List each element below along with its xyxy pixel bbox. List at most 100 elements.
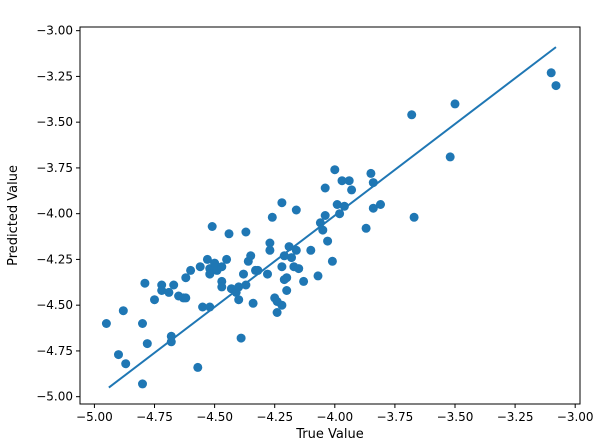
data-point [248, 298, 258, 308]
data-point [344, 176, 354, 186]
data-point [150, 295, 159, 305]
x-axis-label: True Value [295, 427, 363, 442]
data-point [320, 183, 330, 193]
data-point [445, 152, 455, 162]
y-axis-label: Predicted Value [6, 165, 21, 266]
data-point [195, 262, 205, 272]
data-point [236, 333, 246, 343]
data-point [376, 200, 385, 209]
data-point [239, 269, 248, 279]
data-point [210, 258, 220, 268]
y-tick-label: −4.00 [36, 207, 73, 221]
data-point [368, 203, 378, 213]
data-point [138, 379, 147, 389]
x-tick-label: −4.00 [316, 410, 353, 424]
y-tick-label: −4.75 [36, 344, 73, 358]
data-point [291, 205, 301, 215]
data-point [366, 168, 376, 178]
data-point [222, 254, 232, 264]
x-tick-label: −3.75 [377, 410, 414, 424]
y-tick-label: −4.50 [36, 298, 73, 312]
data-point [282, 286, 292, 295]
data-point [142, 339, 152, 349]
data-point [202, 254, 212, 264]
x-tick-label: −4.25 [256, 410, 293, 424]
data-point [207, 222, 217, 231]
data-point [313, 271, 323, 281]
data-point [335, 209, 345, 219]
fit-line-group [108, 46, 557, 389]
data-point [339, 201, 349, 211]
x-tick-label: −5.00 [76, 410, 113, 424]
data-point [277, 198, 287, 208]
x-tick-label: −3.25 [497, 410, 534, 424]
data-point [291, 245, 301, 255]
data-point [330, 165, 340, 175]
data-point [205, 269, 215, 279]
data-point [294, 264, 304, 274]
data-point [279, 251, 289, 261]
data-point [121, 359, 131, 369]
data-point [241, 227, 251, 237]
data-point [198, 302, 208, 312]
data-point [282, 273, 292, 283]
data-point [193, 362, 203, 372]
data-point [169, 280, 179, 290]
data-point [181, 273, 191, 283]
x-tick-label: −4.50 [196, 410, 233, 424]
y-tick-label: −3.50 [36, 115, 73, 129]
data-point [546, 68, 556, 78]
data-point [186, 265, 196, 275]
data-point [265, 245, 275, 255]
x-tick-label: −3.50 [437, 410, 474, 424]
data-point [287, 253, 296, 263]
data-point [263, 269, 272, 279]
data-point [272, 308, 282, 317]
y-tick-label: −5.00 [36, 390, 73, 404]
y-tick-label: −4.25 [36, 252, 73, 266]
data-point [224, 229, 234, 239]
data-point [409, 212, 419, 222]
x-tick-label: −3.00 [557, 410, 594, 424]
x-axis-ticks: −5.00 −4.75 −4.50 −4.25 −4.00 −3.75 −3.50 −3.25… [76, 404, 594, 424]
data-point [267, 212, 277, 222]
data-point [164, 287, 174, 297]
data-point [265, 238, 275, 248]
y-tick-label: −3.25 [36, 69, 73, 83]
data-point [138, 319, 147, 328]
data-point [407, 110, 417, 120]
data-point [361, 223, 371, 233]
data-point [234, 295, 244, 305]
data-point [450, 99, 460, 109]
data-point [277, 300, 287, 310]
data-point [217, 262, 227, 272]
data-point [157, 286, 167, 295]
data-point [320, 211, 330, 220]
data-point [181, 293, 191, 303]
scatter-points [101, 68, 561, 389]
data-point [277, 262, 287, 272]
data-point [118, 306, 128, 316]
data-point [332, 200, 342, 209]
data-point [217, 282, 227, 292]
data-point [140, 278, 150, 288]
data-point [306, 245, 316, 255]
data-point [327, 256, 337, 266]
y-axis-ticks: −5.00 −4.75 −4.50 −4.25 −4.00 −3.75 −3.50 −3.25… [36, 24, 80, 404]
x-tick-label: −4.75 [136, 410, 173, 424]
data-point [551, 81, 561, 91]
plot-frame [79, 26, 581, 405]
data-point [347, 185, 357, 195]
data-point [101, 319, 111, 328]
data-point [318, 225, 328, 235]
data-point [323, 236, 333, 246]
y-tick-label: −3.00 [36, 24, 73, 38]
data-point [246, 251, 256, 261]
data-point [337, 176, 347, 186]
y-tick-label: −3.75 [36, 161, 73, 175]
data-point [299, 276, 309, 286]
data-point [241, 280, 251, 290]
data-point [114, 350, 123, 360]
